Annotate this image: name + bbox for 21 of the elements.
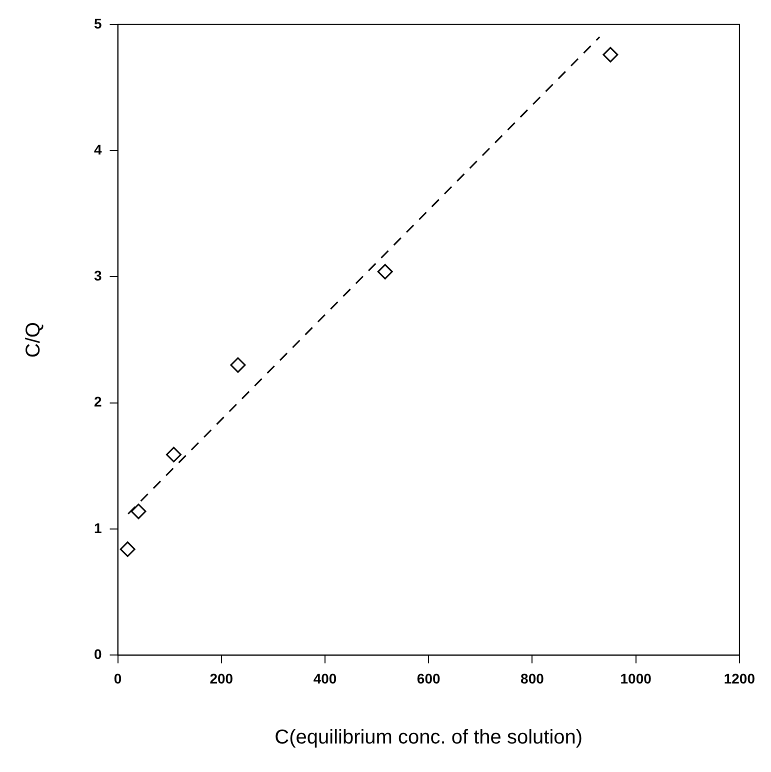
x-tick-label: 600 (416, 670, 440, 686)
y-tick-label: 3 (94, 268, 102, 284)
x-axis-title: C(equilibrium conc. of the solution) (274, 726, 583, 749)
x-tick-label: 1200 (724, 670, 756, 686)
x-tick-label: 200 (210, 670, 234, 686)
y-tick-label: 1 (94, 520, 102, 536)
x-tick-label: 800 (520, 670, 544, 686)
x-tick-label: 400 (313, 670, 337, 686)
point (130, 504, 146, 520)
point (166, 446, 182, 462)
y-tick-label: 5 (94, 15, 102, 32)
point (120, 541, 136, 557)
y-tick-label: 0 (94, 646, 102, 662)
y-tick-label: 2 (94, 394, 102, 410)
y-tick-label: 4 (94, 141, 102, 158)
x-tick-label: 0 (114, 670, 122, 686)
point (377, 264, 393, 280)
point (230, 357, 246, 373)
point (602, 46, 618, 62)
y-axis-title: C/Q (22, 322, 45, 358)
x-tick-label: 1000 (620, 670, 652, 686)
